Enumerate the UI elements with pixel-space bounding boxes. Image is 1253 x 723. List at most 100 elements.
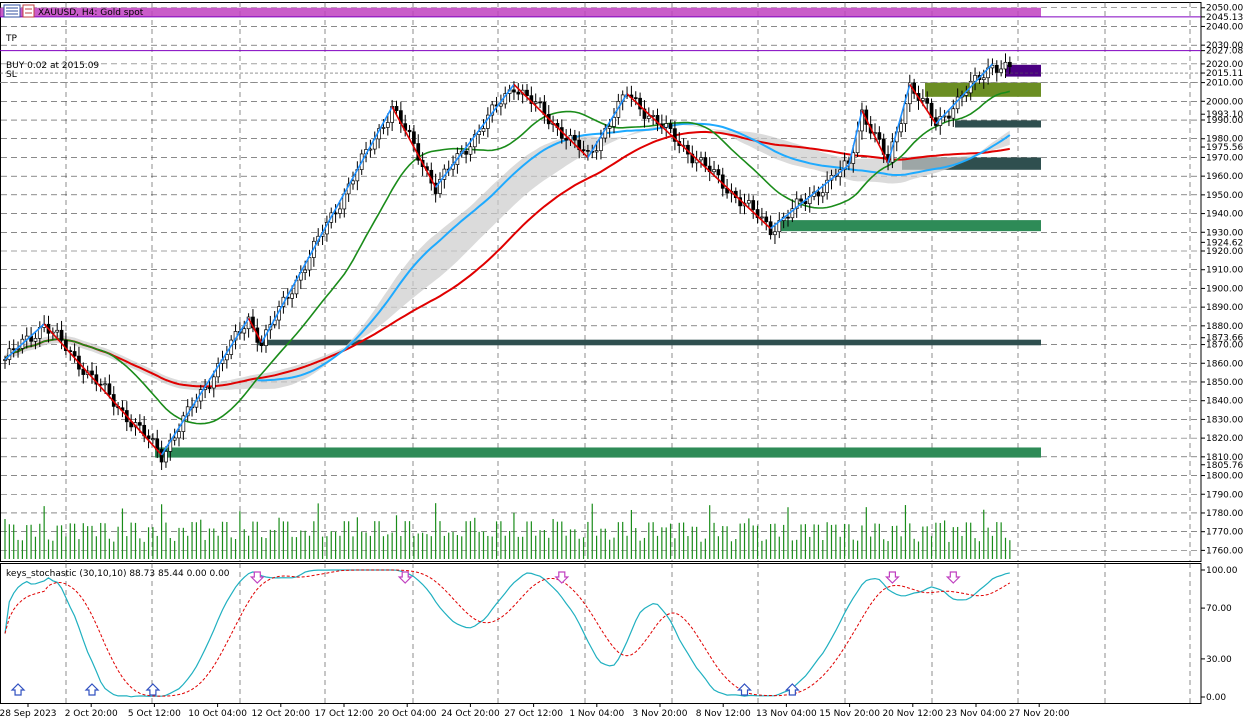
price-tick-label: 2015.11 (1206, 69, 1243, 79)
candle-body (860, 109, 864, 132)
chart-settings-icon[interactable] (22, 4, 35, 18)
price-tick-label: 1924.62 (1206, 238, 1243, 248)
candle-body (164, 451, 168, 463)
candle-body (385, 122, 390, 128)
zigzag-up-leg (587, 93, 628, 158)
candle-body (877, 132, 882, 140)
zigzag-down-leg (626, 93, 772, 230)
candle-body (633, 97, 638, 99)
candle-body (151, 438, 155, 441)
candle-body (581, 149, 586, 152)
candle-body (333, 212, 338, 215)
candle-body (207, 387, 212, 389)
zone-dark (955, 120, 1041, 128)
candle-body (755, 209, 760, 218)
price-tick-label: 1830.00 (1206, 415, 1243, 425)
sell-arrow-icon (884, 571, 900, 584)
candle-body (303, 269, 307, 273)
price-tick-label: 2027.08 (1206, 47, 1243, 57)
candle-body (1007, 61, 1012, 68)
candle-body (820, 192, 825, 197)
candle-body (981, 77, 986, 81)
candle-body (103, 383, 107, 386)
price-tick-label: 1810.00 (1206, 453, 1243, 463)
time-tick-label: 2 Oct 20:00 (65, 709, 118, 719)
candle-body (760, 216, 764, 219)
chart-menu-icon[interactable] (3, 4, 21, 18)
candle-body (33, 337, 38, 342)
ma-mid-line (4, 90, 1011, 425)
price-tick-label: 2020.00 (1206, 60, 1243, 70)
candle-body (703, 157, 708, 167)
indicator-title: keys_stochastic (30,10,10) 88.73 85.44 0… (6, 569, 230, 579)
price-tick-label: 1770.00 (1206, 528, 1243, 538)
zone-purple (1005, 64, 1041, 77)
candle-body (947, 115, 951, 119)
zigzag-down-leg (513, 83, 589, 159)
ma-slow-line (4, 130, 1010, 388)
price-tick-label: 1950.00 (1206, 191, 1243, 201)
candle-body (533, 101, 538, 104)
candle-body (390, 106, 394, 123)
zone-resistance (0, 7, 1041, 17)
candle-body (642, 108, 647, 119)
zone-demand (780, 220, 1041, 232)
candle-body (764, 216, 769, 223)
candle-body (699, 157, 703, 161)
zigzag-up-leg (770, 164, 850, 230)
trade-levels (0, 50, 1201, 83)
stoch-signal-line (4, 569, 1011, 697)
time-tick-label: 15 Nov 20:00 (819, 709, 880, 719)
candle-body (107, 383, 112, 395)
stoch-main-line (4, 569, 1010, 698)
main-frame (0, 2, 1202, 562)
candle-body (786, 216, 790, 219)
candle-body (177, 431, 181, 439)
candle-body (464, 150, 468, 155)
candle-body (825, 179, 830, 193)
price-tick-label: 1790.00 (1206, 490, 1243, 500)
price-tick-label: 2000.00 (1206, 97, 1243, 107)
price-tick-label: 1760.00 (1206, 546, 1243, 556)
candle-body (746, 200, 751, 204)
price-tick-label: 1993.10 (1206, 110, 1243, 120)
ma-fast-line (257, 122, 1011, 382)
candle-body (907, 82, 912, 105)
price-tick-label: 1805.76 (1206, 461, 1243, 471)
zigzag-down-leg (909, 84, 937, 125)
sl-label: SL (6, 70, 17, 80)
stoch-tick-label: 70.00 (1206, 604, 1232, 614)
zone-demand (155, 447, 1041, 458)
time-tick-label: 10 Oct 04:00 (188, 709, 247, 719)
moving-averages (4, 90, 1011, 425)
zone-olive (925, 82, 1041, 97)
zigzag-up-leg (887, 84, 911, 164)
candle-body (712, 169, 716, 173)
time-tick-label: 20 Oct 04:00 (378, 709, 437, 719)
candle-body (564, 138, 569, 141)
candle-body (499, 103, 503, 107)
price-tick-label: 1860.00 (1206, 359, 1243, 369)
candle-body (242, 328, 247, 334)
time-tick-label: 17 Oct 12:00 (315, 709, 374, 719)
price-tick-label: 1910.00 (1206, 266, 1243, 276)
candle-body (246, 316, 251, 330)
zone-dark (258, 339, 1041, 346)
candle-body (338, 208, 342, 214)
candle-body (668, 123, 673, 130)
time-tick-label: 23 Nov 04:00 (946, 709, 1007, 719)
candle-body (468, 146, 473, 155)
time-tick-label: 20 Nov 12:00 (882, 709, 943, 719)
candle-body (673, 128, 677, 142)
sell-arrow-icon (945, 571, 961, 584)
candle-body (407, 129, 412, 133)
stoch-tick-label: 0.00 (1206, 693, 1226, 703)
price-tick-label: 1850.00 (1206, 378, 1243, 388)
price-tick-label: 2050.00 (1206, 4, 1243, 14)
price-tick-label: 1980.00 (1206, 135, 1243, 145)
candle-body (799, 198, 803, 202)
buy-arrow-icon (784, 683, 800, 696)
candle-body (1003, 61, 1008, 70)
